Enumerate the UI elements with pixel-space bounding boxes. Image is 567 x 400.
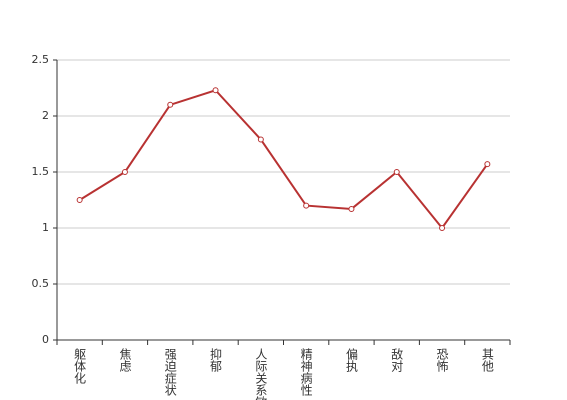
x-tick-label: 躯体化 (73, 347, 87, 385)
y-tick-label: 1.5 (32, 165, 50, 178)
point (212, 87, 219, 94)
point (348, 205, 355, 212)
y-tick-label: 0 (42, 333, 49, 346)
point (484, 161, 491, 168)
y-tick-label: 2.5 (32, 53, 50, 66)
point (121, 169, 128, 175)
point (257, 136, 264, 143)
y-tick-label: 2 (42, 109, 49, 122)
point (439, 225, 446, 231)
x-tick-label: 焦虑 (118, 348, 132, 372)
point (167, 101, 174, 108)
x-tick-label: 其他 (480, 348, 494, 372)
point (76, 197, 83, 203)
y-tick-label: 0.5 (32, 277, 50, 290)
point (393, 169, 400, 175)
x-tick-label: 强迫症状 (163, 348, 177, 396)
point (303, 202, 310, 209)
x-tick-label: 精神病性 (299, 348, 313, 397)
line (79, 89, 489, 230)
x-tick-label: 抑郁 (209, 347, 223, 373)
x-tick-label: 恐怖 (435, 348, 449, 372)
x-tick-label: 偏执 (344, 347, 358, 373)
x-tick-label: 敌对 (390, 347, 404, 372)
x-tick-label: 人际关系敏感 (254, 348, 268, 400)
y-tick-label: 1 (42, 221, 49, 234)
